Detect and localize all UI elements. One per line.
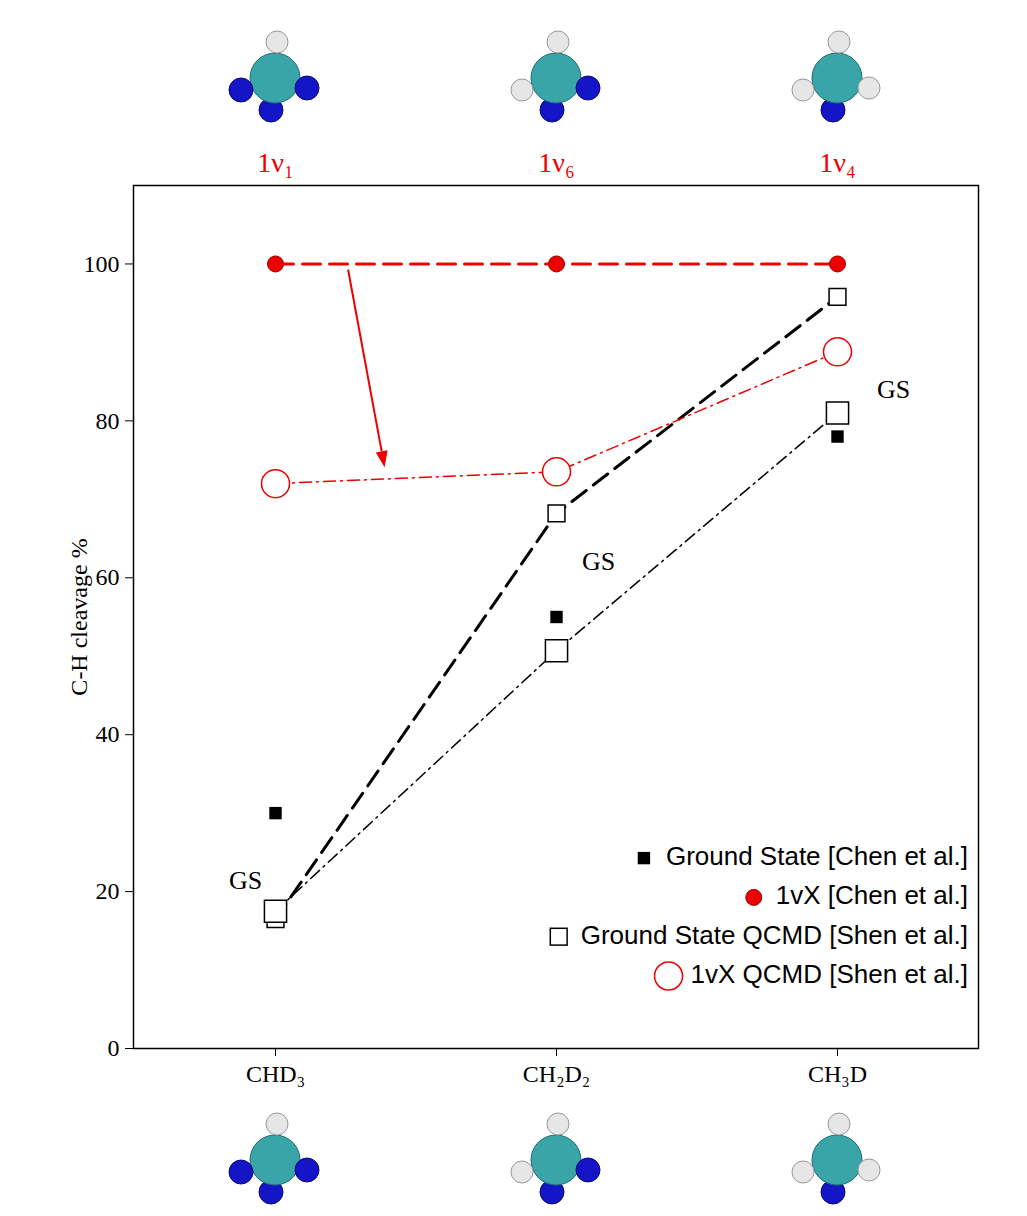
svg-text:Ground State QCMD [Shen et al.: Ground State QCMD [Shen et al.] [581, 920, 968, 950]
svg-text:Ground State [Chen et al.]: Ground State [Chen et al.] [666, 841, 968, 871]
svg-text:GS: GS [877, 375, 910, 404]
svg-text:1ν₆: 1ν₆ [538, 147, 574, 178]
svg-text:1ν₄: 1ν₄ [819, 147, 855, 178]
svg-text:60: 60 [96, 564, 120, 590]
svg-text:0: 0 [108, 1035, 120, 1061]
svg-text:1vX QCMD [Shen et al.]: 1vX QCMD [Shen et al.] [691, 959, 968, 989]
svg-text:GS: GS [229, 866, 262, 895]
svg-text:CH₂D₂: CH₂D₂ [523, 1061, 590, 1087]
svg-text:100: 100 [84, 251, 120, 277]
svg-text:1ν₁: 1ν₁ [257, 147, 293, 178]
svg-text:40: 40 [96, 721, 120, 747]
svg-text:1vX [Chen et al.]: 1vX [Chen et al.] [776, 880, 968, 910]
svg-text:GS: GS [582, 547, 615, 576]
svg-text:CH₃D: CH₃D [808, 1061, 867, 1087]
svg-text:20: 20 [96, 878, 120, 904]
svg-text:CHD₃: CHD₃ [246, 1061, 305, 1087]
svg-text:C-H cleavage %: C-H cleavage % [66, 538, 92, 695]
svg-text:80: 80 [96, 408, 120, 434]
